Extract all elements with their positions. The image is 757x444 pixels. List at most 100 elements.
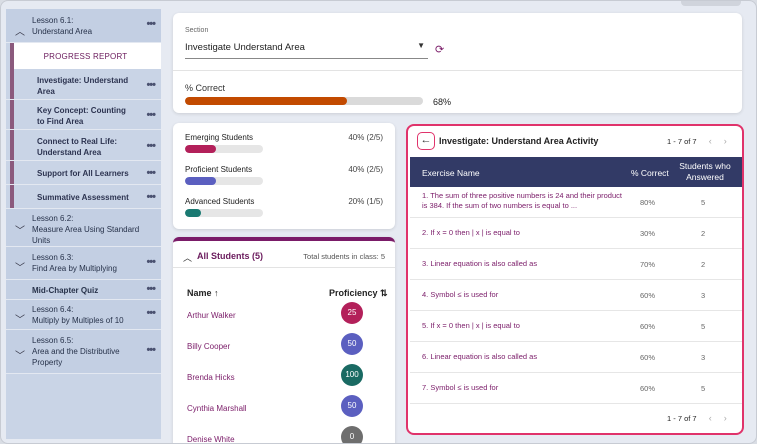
chevron-right-icon[interactable]: › (723, 136, 727, 146)
chevron-down-icon[interactable]: ﹀ (15, 263, 25, 274)
sidebar-item-summative[interactable]: Summative Assessment ••• (6, 185, 161, 209)
table-row[interactable]: 1. The sum of three positive numbers is … (410, 187, 742, 218)
group-value: 20% (1/5) (348, 197, 383, 206)
group-bar (185, 209, 263, 217)
group-value: 40% (2/5) (348, 165, 383, 174)
chevron-left-icon[interactable]: ‹ (708, 413, 712, 423)
group-bar (185, 177, 263, 185)
chevron-down-icon[interactable]: ﹀ (15, 226, 25, 237)
proficiency-badge: 50 (341, 395, 363, 417)
more-icon[interactable]: ••• (146, 256, 156, 268)
students-title: All Students (5) (197, 251, 264, 261)
student-row[interactable]: Denise White 0 (173, 425, 395, 444)
exercise-answered-count: 3 (701, 353, 706, 362)
sidebar: ︿ Lesson 6.1: Understand Area ••• PROGRE… (6, 9, 161, 439)
student-name[interactable]: Cynthia Marshall (187, 404, 247, 413)
sidebar-item-support[interactable]: Support for All Learners ••• (6, 161, 161, 185)
sidebar-item-connect-real-life[interactable]: Connect to Real Life: Understand Area ••… (6, 130, 161, 161)
exercise-percent-correct: 60% (640, 353, 656, 362)
exercise-name[interactable]: 6. Linear equation is also called as (422, 352, 538, 361)
refresh-icon[interactable]: ⟳ (435, 44, 445, 56)
students-panel: ︿ All Students (5) Total students in cla… (173, 237, 395, 444)
student-name[interactable]: Brenda Hicks (187, 373, 235, 382)
sidebar-item-lesson-6-1[interactable]: ︿ Lesson 6.1: Understand Area ••• (6, 9, 161, 43)
students-header[interactable]: ︿ All Students (5) Total students in cla… (173, 237, 395, 267)
group-value: 40% (2/5) (348, 133, 383, 142)
sidebar-item-lesson-6-5[interactable]: ﹀ Lesson 6.5: Area and the Distributive … (6, 330, 161, 374)
column-header-answered[interactable]: Students who Answered (679, 161, 731, 182)
sidebar-item-investigate[interactable]: Investigate: Understand Area ••• (6, 69, 161, 100)
more-icon[interactable]: ••• (146, 140, 156, 152)
more-icon[interactable]: ••• (146, 167, 156, 179)
divider (173, 70, 742, 71)
more-icon[interactable]: ••• (146, 283, 156, 295)
chevron-up-icon[interactable]: ︿ (15, 27, 25, 38)
percent-correct-bar (185, 97, 423, 105)
exercise-name[interactable]: 3. Linear equation is also called as (422, 259, 538, 268)
student-row[interactable]: Brenda Hicks 100 (173, 363, 395, 394)
more-icon[interactable]: ••• (146, 307, 156, 319)
student-row[interactable]: Billy Cooper 50 (173, 332, 395, 363)
exercise-name[interactable]: 5. If x = 0 then | x | is equal to (422, 321, 520, 330)
sidebar-item-label: Lesson 6.3: Find Area by Multiplying (32, 253, 117, 273)
exercise-name[interactable]: 4. Symbol ≤ is used for (422, 290, 499, 299)
groups-panel: Emerging Students 40% (2/5) Proficient S… (173, 123, 395, 229)
table-row[interactable]: 6. Linear equation is also called as 60%… (410, 342, 742, 373)
chevron-up-icon[interactable]: ︿ (183, 253, 193, 263)
pager-top: 1 - 7 of 7 ‹ › (667, 136, 727, 146)
sidebar-item-lesson-6-4[interactable]: ﹀ Lesson 6.4: Multiply by Multiples of 1… (6, 300, 161, 330)
section-select[interactable]: Investigate Understand Area ▼ (185, 39, 428, 59)
chevron-down-icon[interactable]: ﹀ (15, 315, 25, 326)
student-name[interactable]: Denise White (187, 435, 235, 444)
sidebar-item-label: Summative Assessment (37, 193, 129, 202)
more-icon[interactable]: ••• (146, 18, 156, 30)
student-row[interactable]: Arthur Walker 25 (173, 301, 395, 332)
group-bar-fill (185, 209, 201, 217)
sidebar-item-lesson-6-3[interactable]: ﹀ Lesson 6.3: Find Area by Multiplying •… (6, 247, 161, 280)
chevron-down-icon[interactable]: ﹀ (15, 351, 25, 362)
arrow-left-icon: ← (420, 134, 432, 146)
proficiency-badge: 50 (341, 333, 363, 355)
table-row[interactable]: 5. If x = 0 then | x | is equal to 60% 5 (410, 311, 742, 342)
student-name[interactable]: Billy Cooper (187, 342, 231, 351)
proficiency-badge: 25 (341, 302, 363, 324)
table-row[interactable]: 3. Linear equation is also called as 70%… (410, 249, 742, 280)
column-header-name[interactable]: Name ↑ (187, 288, 219, 298)
chevron-right-icon[interactable]: › (723, 413, 727, 423)
sidebar-item-mid-chapter-quiz[interactable]: Mid-Chapter Quiz ••• (6, 280, 161, 300)
more-icon[interactable]: ••• (146, 344, 156, 356)
back-button[interactable]: ← (417, 132, 435, 150)
exercise-name[interactable]: 1. The sum of three positive numbers is … (422, 191, 622, 210)
table-row[interactable]: 7. Symbol ≤ is used for 60% 5 (410, 373, 742, 404)
percent-correct-label: % Correct (185, 83, 226, 93)
more-icon[interactable]: ••• (146, 191, 156, 203)
sidebar-item-label: Investigate: Understand Area (37, 76, 129, 96)
column-header-proficiency[interactable]: Proficiency ⇅ (329, 288, 388, 298)
more-icon[interactable]: ••• (146, 79, 156, 91)
exercise-answered-count: 5 (701, 384, 706, 393)
group-name: Advanced Students (185, 197, 255, 206)
sidebar-item-progress-report[interactable]: PROGRESS REPORT (10, 43, 161, 69)
sidebar-item-lesson-6-2[interactable]: ﹀ Lesson 6.2: Measure Area Using Standar… (6, 209, 161, 247)
group-name: Proficient Students (185, 165, 253, 174)
exercise-percent-correct: 60% (640, 291, 656, 300)
student-name[interactable]: Arthur Walker (187, 311, 236, 320)
dropdown-arrow-icon[interactable]: ▼ (417, 41, 425, 50)
column-header-correct[interactable]: % Correct (631, 168, 669, 178)
section-caption: Section (185, 27, 209, 34)
column-header-exercise[interactable]: Exercise Name (422, 168, 480, 178)
exercise-percent-correct: 80% (640, 198, 656, 207)
sidebar-item-key-concept[interactable]: Key Concept: Counting to Find Area ••• (6, 100, 161, 130)
chevron-left-icon[interactable]: ‹ (708, 136, 712, 146)
group-bar (185, 145, 263, 153)
table-header: Exercise Name % Correct Students who Ans… (410, 157, 742, 187)
exercise-name[interactable]: 7. Symbol ≤ is used for (422, 383, 499, 392)
exercise-name[interactable]: 2. If x = 0 then | x | is equal to (422, 228, 520, 237)
top-strip (681, 1, 741, 6)
table-row[interactable]: 4. Symbol ≤ is used for 60% 3 (410, 280, 742, 311)
student-row[interactable]: Cynthia Marshall 50 (173, 394, 395, 425)
exercise-answered-count: 3 (701, 291, 706, 300)
table-row[interactable]: 2. If x = 0 then | x | is equal to 30% 2 (410, 218, 742, 249)
more-icon[interactable]: ••• (146, 109, 156, 121)
